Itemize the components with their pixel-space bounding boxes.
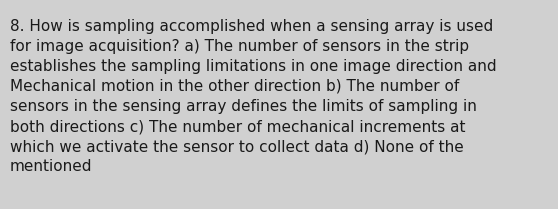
Text: 8. How is sampling accomplished when a sensing array is used
for image acquisiti: 8. How is sampling accomplished when a s… xyxy=(10,19,497,174)
